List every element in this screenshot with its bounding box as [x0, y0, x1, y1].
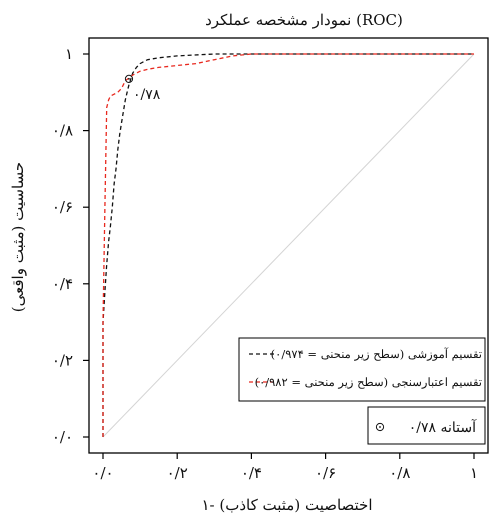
x-tick-label: ۰/۸ — [389, 464, 410, 482]
chart-title: نمودار مشخصه عملکرد (ROC) — [205, 11, 403, 29]
y-tick-label: ۰/۸ — [52, 122, 73, 140]
x-axis-ticks: ۰/۰ ۰/۲ ۰/۴ ۰/۶ ۰/۸ ۱ — [92, 453, 478, 482]
threshold-legend: ۰/۷۸ آستانه — [367, 406, 486, 445]
threshold-label: ۰/۷۸ — [133, 87, 161, 103]
y-tick-label: ۰/۲ — [52, 351, 73, 369]
series-line-validation — [102, 53, 474, 437]
roc-series — [102, 53, 474, 437]
x-tick-label: ۰/۲ — [167, 464, 188, 482]
threshold-point-center — [128, 77, 130, 80]
x-tick-label: ۰/۴ — [241, 464, 262, 482]
plot-frame — [88, 37, 489, 454]
legend: تقسیم آموزشی (سطح زیر منحنی = ۰/۹۷۴) تقس… — [238, 337, 486, 402]
diagonal-reference-line — [102, 53, 475, 438]
y-tick-label: ۰/۴ — [52, 275, 73, 293]
y-tick-label: ۰/۰ — [52, 428, 73, 446]
legend-label-training: تقسیم آموزشی (سطح زیر منحنی = ۰/۹۷۴) — [271, 346, 482, 361]
legend-box — [238, 337, 486, 402]
x-axis-title: ۱- اختصاصیت (مثبت کاذب) — [201, 496, 372, 514]
y-tick-label: ۰/۶ — [52, 198, 73, 216]
y-axis-ticks: ۰/۰ ۰/۲ ۰/۴ ۰/۶ ۰/۸ ۱ — [52, 45, 89, 446]
y-axis-title: حساسیت (مثبت واقعی) — [9, 162, 27, 312]
legend-label-validation: تقسیم اعتبارسنجی (سطح زیر منحنی = ۰/۹۸۲) — [255, 375, 482, 389]
x-tick-label: ۱ — [470, 464, 478, 482]
x-tick-label: ۰/۰ — [92, 464, 113, 482]
threshold-legend-marker — [375, 422, 385, 432]
x-tick-label: ۰/۶ — [315, 464, 336, 482]
threshold-legend-label: ۰/۷۸ آستانه — [409, 418, 477, 436]
threshold-legend-marker-center — [379, 426, 381, 428]
threshold-legend-box — [367, 406, 486, 445]
threshold-marker: ۰/۷۸ — [124, 74, 161, 103]
y-tick-label: ۱ — [65, 45, 73, 63]
threshold-point — [124, 74, 134, 83]
series-line-training — [102, 53, 474, 437]
